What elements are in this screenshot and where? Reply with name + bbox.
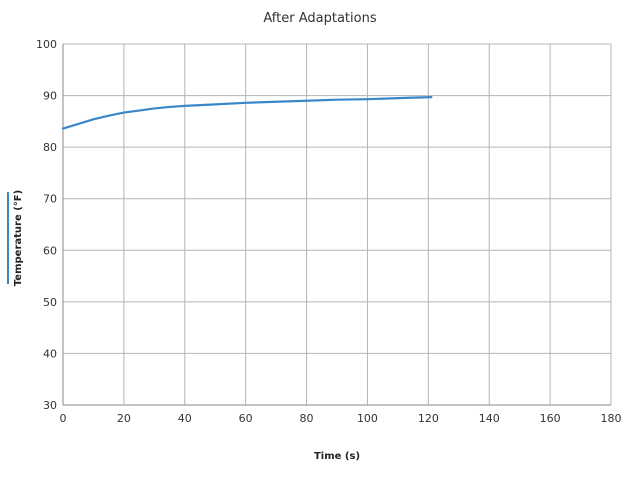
y-tick-label: 100 — [36, 38, 57, 51]
x-tick-label: 140 — [479, 412, 500, 425]
chart-title: After Adaptations — [263, 11, 376, 26]
series-layer — [61, 96, 433, 130]
y-tick-label: 90 — [43, 90, 57, 103]
x-tick-label: 180 — [601, 412, 622, 425]
chart-axes — [62, 44, 611, 406]
chart-grid — [63, 43, 612, 405]
y-tick-label: 40 — [43, 347, 57, 360]
y-tick-label: 60 — [43, 244, 57, 257]
x-tick-label: 80 — [300, 412, 314, 425]
y-tick-label: 50 — [43, 296, 57, 309]
x-tick-label: 60 — [239, 412, 253, 425]
x-axis-ticks: 0 20 40 60 80 100 120 140 160 180 — [60, 412, 622, 425]
y-tick-label: 80 — [43, 141, 57, 154]
x-axis-label: Time (s) — [314, 451, 360, 462]
x-tick-label: 20 — [117, 412, 131, 425]
series-line — [61, 96, 433, 130]
x-tick-label: 120 — [418, 412, 439, 425]
x-tick-label: 40 — [178, 412, 192, 425]
y-tick-label: 70 — [43, 193, 57, 206]
y-tick-label: 30 — [43, 399, 57, 412]
x-tick-label: 100 — [357, 412, 378, 425]
x-tick-label: 160 — [540, 412, 561, 425]
y-axis-label-marker — [7, 192, 9, 284]
y-axis-ticks: 30 40 50 60 70 80 90 100 — [36, 38, 57, 412]
x-tick-label: 0 — [60, 412, 67, 425]
y-axis-label: Temperature (°F) — [13, 190, 24, 286]
